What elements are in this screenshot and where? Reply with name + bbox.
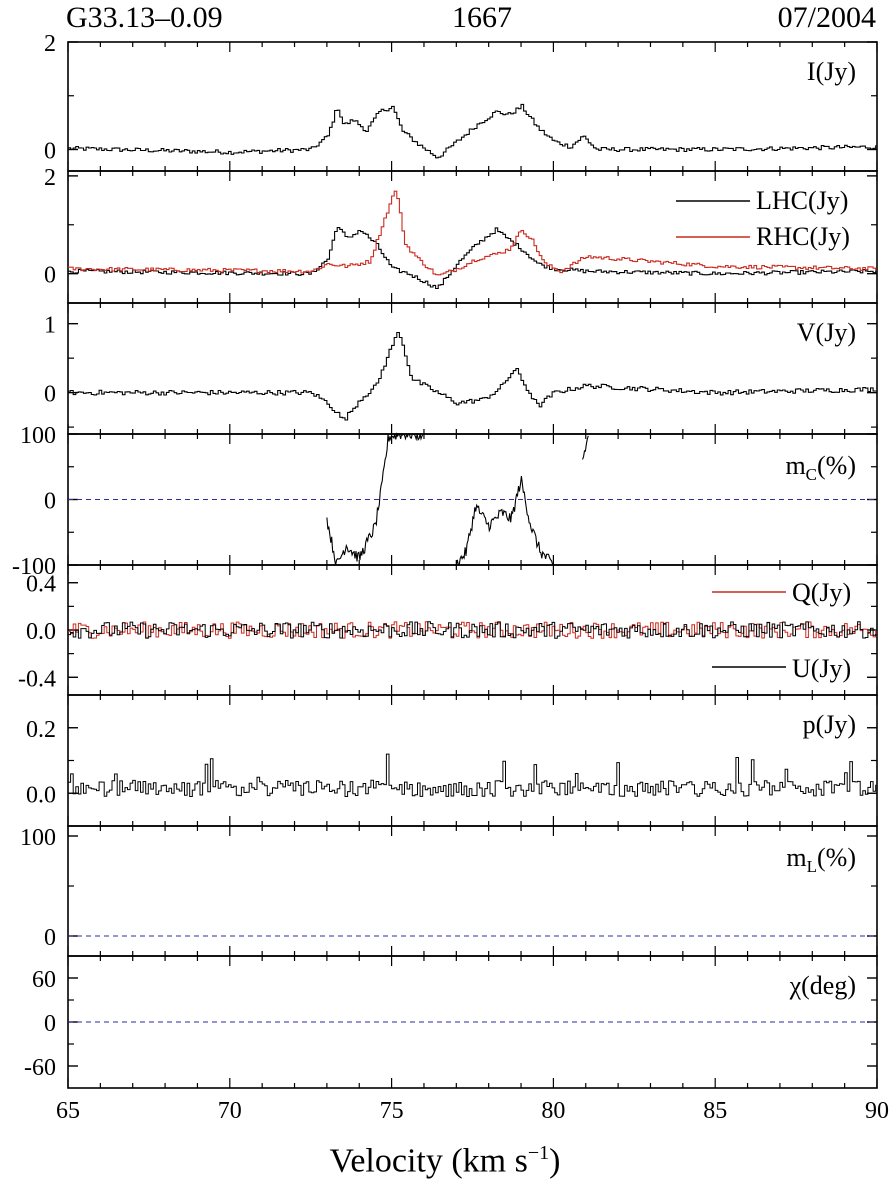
panel-lhc_rhc-series-rhcjy <box>68 190 877 276</box>
panel-qu-ytick-label: 0.0 <box>26 619 56 645</box>
panel-qu-legend-label: U(Jy) <box>792 654 851 683</box>
panel-i-ytick-label: 0 <box>44 139 56 165</box>
panel-mc-segment <box>455 476 554 566</box>
panel-lhc_rhc-legend-label: RHC(Jy) <box>756 222 850 251</box>
panel-lhc_rhc-legend-label: LHC(Jy) <box>756 186 848 215</box>
panel-v-label: V(Jy) <box>797 318 856 347</box>
panel-p-label: p(Jy) <box>803 710 856 739</box>
x-tick-label: 70 <box>218 1098 242 1124</box>
frequency-label: 1667 <box>452 1 512 34</box>
x-axis-label: Velocity (km s−1) <box>0 1134 890 1180</box>
panel-chi-ytick-label: 60 <box>32 967 56 993</box>
panel-ml-label: mL(%) <box>786 843 856 876</box>
panel-v-ytick-label: 0 <box>44 382 56 408</box>
panel-mc-segment <box>581 435 589 460</box>
x-axis-label-text: Velocity (km s <box>329 1142 528 1180</box>
x-axis-label-exponent: −1 <box>527 1142 550 1164</box>
panel-ml-ytick-label: 0 <box>44 925 56 951</box>
panel-i-ytick-label: 2 <box>44 31 56 57</box>
x-tick-label: 90 <box>865 1098 889 1124</box>
x-tick-label: 65 <box>56 1098 80 1124</box>
panel-ml-ytick-label: 100 <box>20 825 56 851</box>
panel-qu-ytick-label: 0.4 <box>26 572 56 598</box>
panel-qu-legend-label: Q(Jy) <box>792 578 851 607</box>
panel-v-ytick-label: 1 <box>44 313 56 339</box>
panel-qu-series-ujy <box>68 621 877 639</box>
panel-v-series-vjy <box>68 331 877 421</box>
panel-qu-ytick-label: -0.4 <box>18 666 56 692</box>
panel-p-series-p <box>68 753 877 797</box>
panel-lhc_rhc-ytick-label: 0 <box>44 263 56 289</box>
panel-p-frame <box>67 694 878 827</box>
x-axis-label-close: ) <box>549 1142 561 1180</box>
panel-p-ytick-label: 0.2 <box>26 717 56 743</box>
panel-v-frame <box>67 302 878 435</box>
panel-chi-ytick-label: 0 <box>44 1011 56 1037</box>
observation-date: 07/2004 <box>777 1 876 34</box>
panel-mc-ytick-label: 0 <box>44 489 56 515</box>
source-name: G33.13–0.09 <box>66 1 223 34</box>
panel-i-series-ijy <box>68 103 877 159</box>
panel-lhc_rhc-series-lhcjy <box>68 227 877 290</box>
x-tick-label: 75 <box>380 1098 404 1124</box>
panel-chi-label: χ(deg) <box>789 971 856 1000</box>
panel-chi-ytick-label: -60 <box>24 1055 56 1081</box>
x-tick-label: 85 <box>703 1098 727 1124</box>
panel-mc-segment <box>326 432 424 566</box>
panel-mc-label: mC(%) <box>785 451 856 484</box>
panel-i-label: I(Jy) <box>807 57 856 86</box>
panel-p-ytick-label: 0.0 <box>26 782 56 808</box>
panel-mc-ytick-label: -100 <box>12 554 56 580</box>
panel-lhc_rhc-ytick-label: 2 <box>44 165 56 191</box>
x-tick-label: 80 <box>541 1098 565 1124</box>
panel-mc-ytick-label: 100 <box>20 423 56 449</box>
